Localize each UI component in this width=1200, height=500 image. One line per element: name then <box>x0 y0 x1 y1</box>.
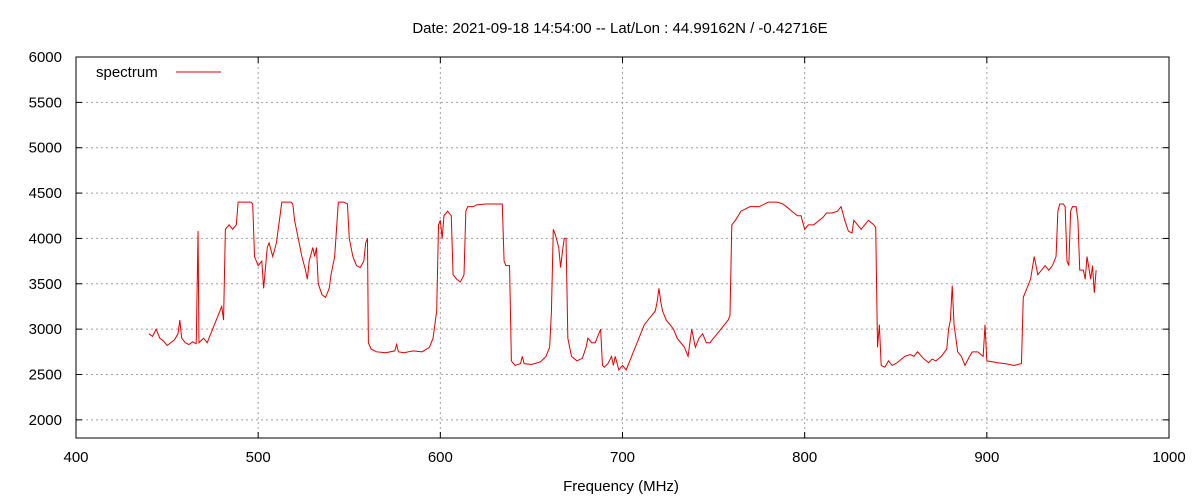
x-tick-label: 1000 <box>1152 449 1185 466</box>
y-tick-label: 3000 <box>29 321 62 338</box>
x-tick-label: 700 <box>610 449 635 466</box>
series-line-spectrum <box>148 201 1097 372</box>
y-tick-label: 6000 <box>29 49 62 66</box>
y-tick-label: 3500 <box>29 276 62 293</box>
chart-title: Date: 2021-09-18 14:54:00 -- Lat/Lon : 4… <box>412 20 827 37</box>
y-tick-label: 5500 <box>29 94 62 111</box>
grid-lines <box>76 57 1169 438</box>
y-tick-label: 5000 <box>29 140 62 157</box>
plot-frame <box>75 56 1170 439</box>
x-tick-label: 600 <box>428 449 453 466</box>
x-axis-ticks: 400 500 600 700 800 900 1000 <box>63 57 1186 466</box>
y-tick-label: 4000 <box>29 230 62 247</box>
x-tick-label: 800 <box>792 449 817 466</box>
x-tick-label: 400 <box>63 449 88 466</box>
legend: spectrum <box>96 64 221 81</box>
y-tick-label: 4500 <box>29 185 62 202</box>
y-tick-label: 2000 <box>29 412 62 429</box>
x-tick-label: 500 <box>246 449 271 466</box>
y-tick-label: 2500 <box>29 367 62 384</box>
x-axis-label: Frequency (MHz) <box>563 478 679 495</box>
x-tick-label: 900 <box>974 449 999 466</box>
y-axis-ticks: 2000 2500 3000 3500 4000 4500 5000 5500 6000 <box>29 49 1169 429</box>
legend-label: spectrum <box>96 64 158 81</box>
